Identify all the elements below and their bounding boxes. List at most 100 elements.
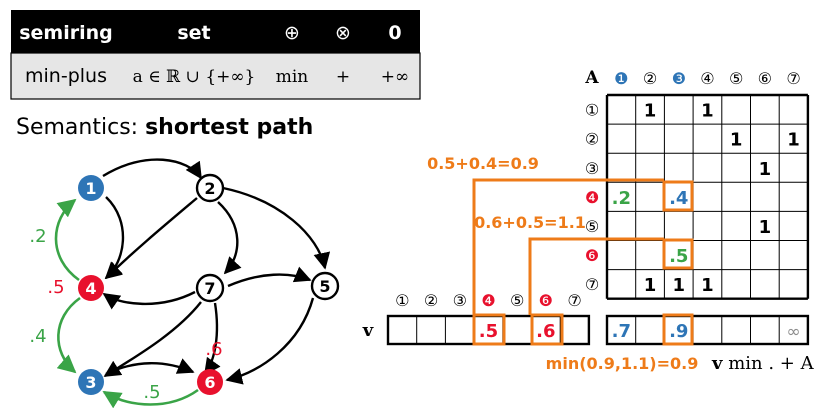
row-zero: +∞ [381,67,409,87]
matrix-grid [605,93,810,300]
matrix-cell-value: 1 [759,217,772,238]
matrix-row-header: ⑦ [585,275,599,294]
matrix-col-header: ⑤ [729,69,743,88]
node-3-label: 3 [85,373,96,392]
edge-3-6 [105,358,195,376]
matrix-col-header: ⑦ [786,69,800,88]
node-5-label: 5 [319,277,330,296]
matrix-cell-value: 1 [644,275,657,296]
edge-label-4-1: .2 [29,226,46,247]
matrix-cell-value: .5 [669,246,688,267]
result-value: .9 [669,321,688,342]
node-1: 1 [78,175,104,201]
highlight-v-6 [530,313,564,346]
result-values: .7 .9 ∞ [612,321,801,342]
header-otimes: ⊗ [335,22,351,44]
annotation-min: min(0.9,1.1)=0.9 [546,354,699,373]
matrix-cell-value: 1 [644,101,657,122]
matrix-cell-value: 1 [759,159,772,180]
header-set: set [177,22,210,44]
matrix-name: A [584,68,599,88]
edge-2-5 [222,186,331,270]
matrix-row-header: ① [585,101,599,120]
header-oplus: ⊕ [284,22,300,44]
vector-header: ❹ [481,291,495,310]
row-oplus: min [276,67,309,87]
vector-header: ⑤ [510,291,524,310]
matrix-values: 1 11 11.2.41.51 1 1 [612,101,800,297]
table-header-row [11,10,420,53]
edge-4-3 [56,296,81,374]
table-data-row [10,52,421,100]
highlight-v-4 [472,313,506,346]
edge-5-6 [225,297,315,385]
node-2-label: 2 [204,179,215,198]
matrix-col-header: ⑥ [758,69,772,88]
node-7-label: 7 [204,279,215,298]
matrix-cell-value: 1 [672,275,685,296]
edge-2-7 [217,201,242,275]
node-1-label: 1 [85,179,96,198]
edge-6-3 [102,388,199,409]
annotation-sum-2: 0.6+0.5=1.1 [474,213,586,232]
semiring-table: semiring set ⊕ ⊗ 0 min-plus a ∈ ℝ ∪ {+∞}… [10,10,421,100]
edge-4-1 [54,198,80,282]
matrix-row-headers: ① ② ③ ❹ ⑤ ❻ ⑦ [585,101,599,295]
highlight-result-3 [662,313,694,346]
graph: .2 .4 .5 .5 .6 1 2 4 7 5 3 [29,158,340,409]
vector-header: ⑦ [567,291,581,310]
path-line-2 [528,237,664,315]
result-border [605,314,810,346]
edge-7-4 [102,290,196,310]
header-semiring: semiring [19,22,113,44]
matrix-row-header: ❻ [585,246,599,265]
annotation-sum-1: 0.5+0.4=0.9 [427,154,539,173]
matrix-col-header: ❶ [614,69,628,88]
node-6-label: 6 [204,373,215,392]
matrix-cell-value: .2 [612,188,631,209]
vector-value: .5 [479,321,498,342]
matrix-row-header: ⑤ [585,217,599,236]
node-2: 2 [195,173,225,203]
result-expression-v: v [711,353,723,374]
edge-label-4-3: .4 [29,326,46,347]
vector-value-4: .5 [47,277,64,298]
result-value: ∞ [786,322,800,342]
matrix-row-header: ③ [585,159,599,178]
edge-7-3 [103,301,202,378]
row-semiring-name: min-plus [25,65,107,87]
highlight-A-6-3 [662,238,694,270]
matrix-col-header: ❸ [672,69,686,88]
node-3: 3 [78,369,104,395]
matrix-col-header: ④ [700,69,714,88]
matrix-cell-value: 1 [787,130,800,151]
vector-values: .5 .6 [479,321,556,342]
matrix-cell-value: 1 [730,130,743,151]
edge-7-5 [227,266,312,288]
node-5: 5 [310,271,340,301]
vector-header: ③ [453,291,467,310]
matrix-cell-value: .4 [669,188,688,209]
vector-name: v [362,320,374,341]
semantics-prefix: Semantics: [16,115,145,140]
result-value: .7 [612,321,631,342]
edge-label-7-6: .6 [205,339,222,360]
highlight-A-4-3 [662,180,694,212]
matrix-col-header: ② [643,69,657,88]
node-7: 7 [195,273,225,303]
semantics-bold: shortest path [145,115,313,140]
edge-1-2 [102,158,203,180]
vector-header: ② [424,291,438,310]
matrix-row-header: ② [585,130,599,149]
result-expression-rest: min . + A [722,353,814,374]
matrix-cell-value: 1 [701,275,714,296]
path-line-1 [472,178,530,315]
result-expression: v min . + A [711,353,815,374]
node-4: 4 [78,275,104,301]
annotations: 0.5+0.4=0.9 0.6+0.5=1.1 min(0.9,1.1)=0.9 [427,154,698,373]
node-6: 6 [197,369,223,395]
